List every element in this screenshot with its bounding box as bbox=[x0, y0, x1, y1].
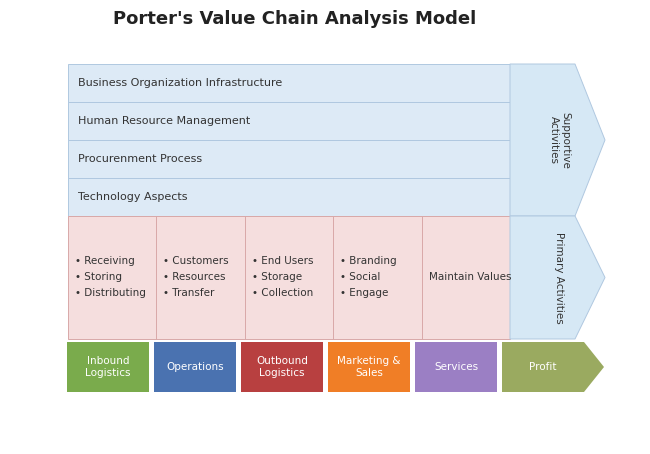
Text: Services: Services bbox=[434, 362, 478, 372]
Text: Maintain Values: Maintain Values bbox=[428, 272, 511, 282]
FancyBboxPatch shape bbox=[67, 342, 149, 392]
Text: Inbound
Logistics: Inbound Logistics bbox=[85, 356, 131, 378]
Text: Profit: Profit bbox=[529, 362, 557, 372]
FancyBboxPatch shape bbox=[328, 342, 410, 392]
Text: • Customers: • Customers bbox=[163, 257, 229, 266]
Text: Procurenment Process: Procurenment Process bbox=[78, 154, 202, 164]
FancyBboxPatch shape bbox=[68, 102, 510, 140]
Text: • Branding: • Branding bbox=[340, 257, 396, 266]
Text: Primary Activities: Primary Activities bbox=[554, 232, 564, 323]
FancyBboxPatch shape bbox=[68, 64, 510, 102]
FancyBboxPatch shape bbox=[68, 216, 510, 339]
FancyBboxPatch shape bbox=[154, 342, 236, 392]
Text: Outbound
Logistics: Outbound Logistics bbox=[256, 356, 308, 378]
Polygon shape bbox=[510, 64, 605, 216]
Text: Operations: Operations bbox=[166, 362, 224, 372]
Text: • Social: • Social bbox=[340, 272, 381, 282]
Polygon shape bbox=[510, 216, 605, 339]
Text: • Receiving: • Receiving bbox=[75, 257, 135, 266]
FancyBboxPatch shape bbox=[415, 342, 497, 392]
Text: • Storage: • Storage bbox=[252, 272, 302, 282]
FancyBboxPatch shape bbox=[68, 178, 510, 216]
Polygon shape bbox=[502, 342, 604, 392]
Text: • Collection: • Collection bbox=[252, 288, 313, 298]
FancyBboxPatch shape bbox=[241, 342, 323, 392]
Text: • Transfer: • Transfer bbox=[163, 288, 214, 298]
Text: • Resources: • Resources bbox=[163, 272, 226, 282]
Text: Technology Aspects: Technology Aspects bbox=[78, 192, 187, 202]
Text: • Distributing: • Distributing bbox=[75, 288, 146, 298]
Text: • Storing: • Storing bbox=[75, 272, 122, 282]
Text: • End Users: • End Users bbox=[252, 257, 313, 266]
Text: Business Organization Infrastructure: Business Organization Infrastructure bbox=[78, 78, 282, 88]
Text: Marketing &
Sales: Marketing & Sales bbox=[337, 356, 401, 378]
Text: • Engage: • Engage bbox=[340, 288, 389, 298]
Text: Supportive
Activities: Supportive Activities bbox=[549, 112, 570, 168]
Text: Human Resource Management: Human Resource Management bbox=[78, 116, 250, 126]
Text: Porter's Value Chain Analysis Model: Porter's Value Chain Analysis Model bbox=[113, 10, 476, 28]
FancyBboxPatch shape bbox=[68, 140, 510, 178]
